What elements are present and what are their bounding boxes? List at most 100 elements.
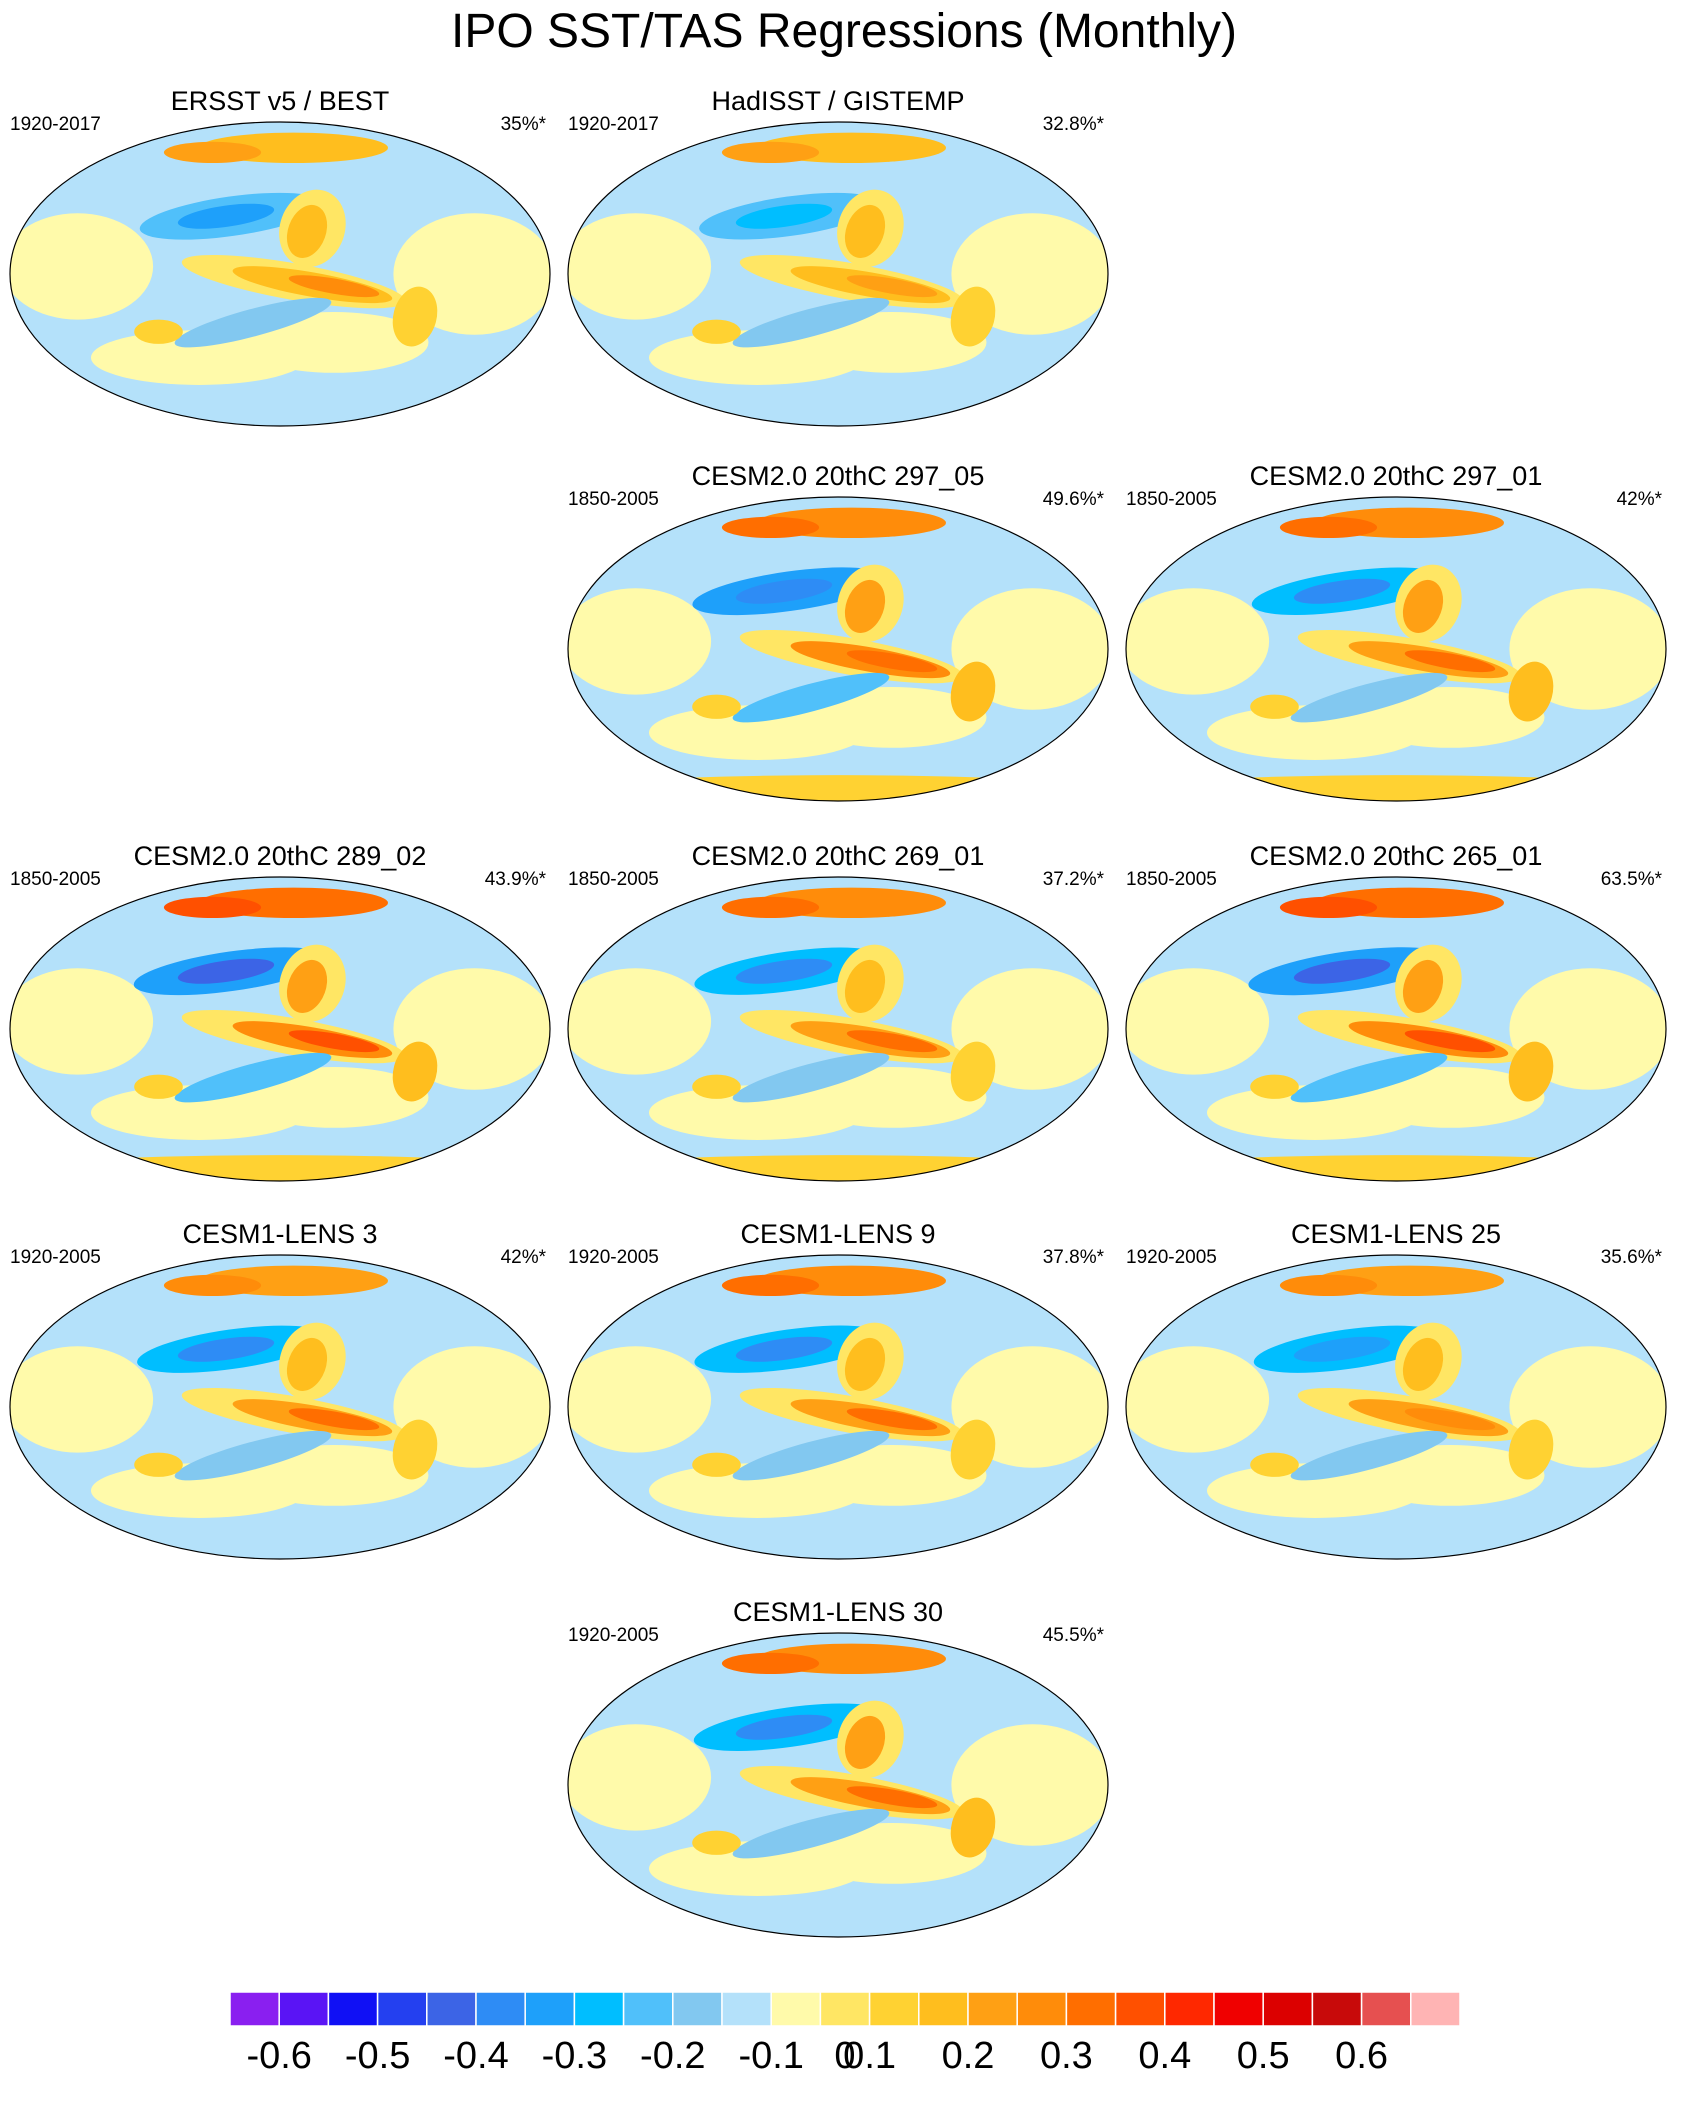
colorbar-swatch: [721, 1992, 772, 2026]
map-outline: [1125, 1254, 1667, 1560]
warm-patch: [568, 1346, 712, 1453]
arctic-warm: [1279, 516, 1378, 539]
panel-title: CESM2.0 20thC 269_01: [691, 841, 985, 871]
panel-percent: 43.9%*: [484, 869, 546, 890]
horseshoe-warm-core: [286, 1337, 328, 1391]
colorbar-swatch: [230, 1992, 280, 2026]
colorbar-swatch: [868, 1992, 920, 2026]
arctic-warm: [721, 896, 820, 919]
arctic-warm: [1279, 896, 1378, 919]
panel-percent: 49.6%*: [1042, 489, 1104, 510]
tropical-warm-core: [846, 650, 938, 673]
warm-patch: [568, 213, 712, 320]
horseshoe-warm-core: [1402, 579, 1444, 633]
map-field: [567, 121, 1109, 427]
panel-percent: 45.5%*: [1042, 1625, 1104, 1646]
map-outline: [567, 496, 1109, 802]
colorbar-swatch: [1311, 1992, 1363, 2026]
panel-percent: 32.8%*: [1042, 114, 1104, 135]
arctic-warm: [721, 516, 820, 539]
warm-patch: [1126, 588, 1270, 695]
map-field: [1125, 1254, 1667, 1560]
arctic-warm: [721, 1652, 820, 1675]
map-outline: [567, 1632, 1109, 1938]
map-field: [567, 876, 1109, 1182]
map-field: [1125, 876, 1667, 1182]
south-america-warm: [950, 1041, 996, 1102]
panel-title: CESM1-LENS 30: [732, 1597, 944, 1627]
colorbar-swatch: [327, 1992, 379, 2026]
warm-patch: [797, 1067, 987, 1128]
north-pacific-cold-core: [1293, 958, 1391, 984]
south-america-warm: [1508, 1041, 1554, 1102]
colorbar-swatch: [967, 1992, 1018, 2026]
australia-warm: [1250, 1452, 1299, 1477]
panel-title: CESM2.0 20thC 289_02: [133, 841, 427, 871]
map-panel: CESM2.0 20thC 297_01 1850-2005 42%*: [1116, 460, 1676, 810]
colorbar-swatch: [1016, 1992, 1068, 2026]
colorbar-label: -0.4: [443, 2035, 509, 2077]
panel-period: 1850-2005: [1126, 869, 1217, 890]
south-pacific-cold: [732, 1808, 890, 1859]
warm-patch: [568, 968, 712, 1075]
map-panel: CESM2.0 20thC 269_01 1850-2005 37.2%*: [558, 840, 1118, 1190]
panel-title: CESM1-LENS 25: [1290, 1219, 1502, 1249]
colorbar-label: 0.4: [1138, 2035, 1192, 2077]
horseshoe-warm-core: [286, 204, 328, 258]
tropical-warm-core: [1404, 1408, 1496, 1431]
warm-patch: [10, 968, 154, 1075]
warm-patch: [797, 1823, 987, 1884]
north-pacific-cold-core: [735, 203, 833, 229]
horseshoe-warm-core: [844, 959, 886, 1013]
map-outline: [1125, 496, 1667, 802]
colorbar-swatch: [672, 1992, 723, 2026]
south-pacific-cold: [174, 1052, 332, 1103]
warm-patch: [239, 1445, 429, 1506]
australia-warm: [134, 1452, 183, 1477]
south-pacific-cold: [732, 297, 890, 348]
map-outline: [567, 1254, 1109, 1560]
warm-patch: [797, 312, 987, 373]
panel-period: 1850-2005: [568, 489, 659, 510]
map-panel: CESM1-LENS 30 1920-2005 45.5%*: [558, 1596, 1118, 1946]
tropical-warm-core: [288, 1408, 380, 1431]
panel-period: 1850-2005: [568, 869, 659, 890]
colorbar-swatch: [770, 1992, 822, 2026]
australia-warm: [692, 1830, 741, 1855]
south-pacific-cold: [174, 297, 332, 348]
map-field: [9, 876, 551, 1182]
map-panel: CESM2.0 20thC 297_05 1850-2005 49.6%*: [558, 460, 1118, 810]
south-pacific-cold: [732, 1430, 890, 1481]
colorbar-swatch: [475, 1992, 526, 2026]
panel-percent: 37.8%*: [1042, 1247, 1104, 1268]
colorbar-swatch: [622, 1992, 674, 2026]
tropical-warm-core: [846, 1408, 938, 1431]
horseshoe-warm-core: [844, 579, 886, 633]
north-pacific-cold-core: [1293, 578, 1391, 604]
map-panel: ERSST v5 / BEST 1920-2017 35%*: [0, 85, 560, 435]
map-outline: [567, 121, 1109, 427]
colorbar-label: -0.5: [344, 2035, 411, 2077]
south-america-warm: [950, 661, 996, 722]
map-panel: HadISST / GISTEMP 1920-2017 32.8%*: [558, 85, 1118, 435]
australia-warm: [1250, 694, 1299, 719]
panel-title: HadISST / GISTEMP: [711, 86, 965, 116]
colorbar-label: -0.6: [246, 2035, 312, 2077]
panel-percent: 35%*: [500, 114, 546, 135]
panel-title: CESM2.0 20thC 297_05: [691, 461, 985, 491]
warm-patch: [10, 213, 154, 320]
colorbar-label: -0.3: [541, 2035, 608, 2077]
north-pacific-cold-core: [177, 203, 275, 229]
tropical-warm-core: [846, 1030, 938, 1053]
map-panel: CESM2.0 20thC 289_02 1850-2005 43.9%*: [0, 840, 560, 1190]
north-pacific-cold-core: [735, 1714, 833, 1740]
panel-title: CESM2.0 20thC 297_01: [1249, 461, 1543, 491]
map-outline: [9, 1254, 551, 1560]
warm-patch: [568, 588, 712, 695]
north-pacific-cold-core: [177, 958, 275, 984]
south-america-warm: [392, 1041, 438, 1102]
map-field: [9, 1254, 551, 1560]
north-pacific-cold-core: [735, 958, 833, 984]
warm-patch: [568, 1724, 712, 1831]
south-america-warm: [1508, 1419, 1554, 1480]
